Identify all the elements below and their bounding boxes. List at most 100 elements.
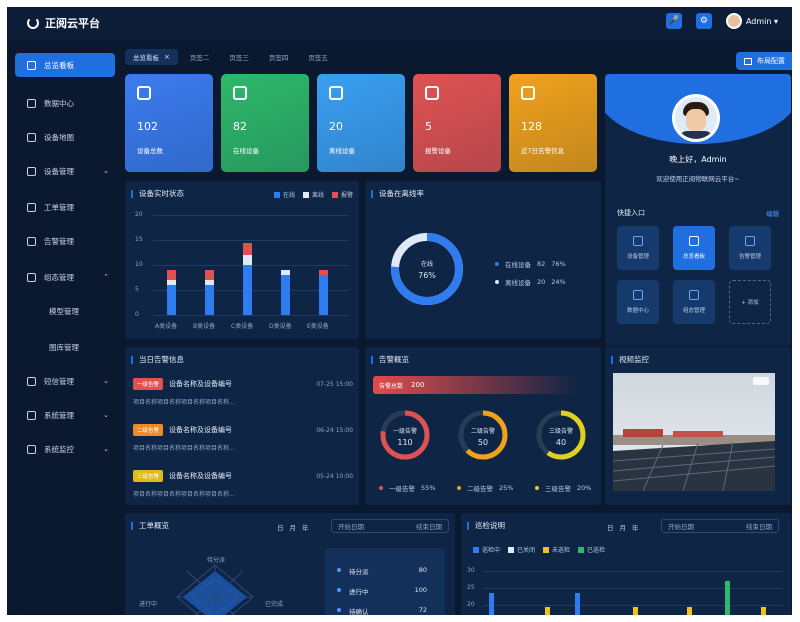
stat-row-label: 待分派 — [349, 568, 369, 576]
stat-value: 102 — [137, 120, 158, 133]
welcome-subtitle: 欢迎使用正阅物联网云平台~ — [656, 175, 740, 183]
stat-row-value: 80 — [418, 566, 427, 574]
stat-row-value: 100 — [414, 586, 427, 594]
alarm-ring — [380, 410, 430, 460]
legend-swatch — [331, 191, 338, 198]
bar-segment — [205, 280, 214, 285]
inspect-panel: 巡检说明 日月年 开始日期 结束日期 巡检中 已关闭 未巡检 已巡检 30 25 20 — [461, 513, 791, 615]
workorder-stat-row: 进行中 100 — [337, 586, 433, 596]
stat-label: 设备总数 — [137, 147, 163, 155]
quick-tile-2[interactable]: 告警管理 — [729, 226, 771, 270]
sidebar-item-icon — [27, 166, 36, 176]
camera-icon — [753, 377, 769, 385]
range-1[interactable]: 月 — [619, 524, 627, 532]
tab-1[interactable]: 页签二 — [182, 49, 218, 65]
sidebar-item-9[interactable]: 短信管理 ⌄ — [15, 369, 115, 393]
inspect-date-range[interactable]: 开始日期 结束日期 — [661, 519, 779, 533]
range-2[interactable]: 年 — [302, 524, 309, 532]
workorder-stat-row: 待分派 80 — [337, 566, 433, 576]
today-alarms-title: 当日告警信息 — [131, 356, 184, 364]
radar-label-progress: 进行中 — [139, 601, 158, 608]
sidebar-item-1[interactable]: 数据中心 — [15, 91, 115, 115]
inspect-bar — [761, 607, 766, 615]
user-menu[interactable]: Admin ▾ — [745, 16, 778, 26]
tab-3[interactable]: 页签四 — [261, 49, 297, 65]
microphone-icon[interactable]: 🎤 — [665, 13, 682, 29]
alarm-badge: 一级告警 — [133, 378, 164, 390]
quick-entry-edit[interactable]: 编辑 — [766, 210, 779, 218]
close-icon[interactable]: × — [164, 53, 170, 61]
inspect-bar — [687, 607, 692, 615]
row-label: 离线设备 — [505, 279, 531, 287]
stat-icon — [521, 86, 535, 100]
online-rate-row: 在线设备 82 76% — [495, 259, 572, 269]
tab-0[interactable]: 总览看板 × — [125, 49, 178, 65]
bar-segment — [167, 280, 176, 285]
sidebar-item-8[interactable]: 图库管理 — [15, 335, 115, 359]
alarm-row[interactable]: 二级告警 设备名称及设备编号 06-24 15:00 项目名称项目名称项目名称项目名称… — [133, 424, 353, 452]
stat-card-4[interactable]: 128 近7日告警信息 — [509, 74, 597, 172]
sidebar-item-0[interactable]: 总览看板 — [15, 53, 115, 77]
quick-tile-5[interactable]: + 添加 — [729, 280, 771, 324]
inspect-end-date[interactable]: 结束日期 — [746, 523, 772, 531]
sidebar-item-7[interactable]: 模型管理 — [15, 299, 115, 323]
ring-label: 一级告警 — [392, 428, 417, 435]
stat-dot — [337, 588, 341, 592]
video-feed[interactable] — [613, 373, 775, 491]
x-tick: E类设备 — [307, 323, 329, 330]
stat-label: 离线设备 — [329, 147, 355, 155]
stat-card-1[interactable]: 82 在线设备 — [221, 74, 309, 172]
y-tick: 15 — [135, 236, 143, 243]
logo[interactable]: 正阅云平台 — [27, 15, 100, 31]
grid-line — [153, 240, 349, 241]
ring-legend-pct: 55% — [421, 484, 436, 492]
ring-legend-label: 二级告警 — [467, 485, 493, 493]
inspect-title: 巡检说明 — [467, 522, 505, 530]
range-0[interactable]: 日 — [607, 524, 614, 532]
alarm-row[interactable]: 一级告警 设备名称及设备编号 07-25 15:00 项目名称项目名称项目名称项目名称… — [133, 378, 353, 406]
sidebar-item-4[interactable]: 工单管理 — [15, 195, 115, 219]
sidebar-item-label: 数据中心 — [44, 98, 74, 108]
y-tick: 5 — [135, 286, 139, 293]
alarm-row[interactable]: 三级告警 设备名称及设备编号 05-24 10:00 项目名称项目名称项目名称项目名称… — [133, 470, 353, 498]
range-0[interactable]: 日 — [277, 524, 284, 532]
row-pct: 24% — [551, 278, 566, 286]
sidebar-item-11[interactable]: 系统监控 ⌄ — [15, 437, 115, 461]
stat-value: 128 — [521, 120, 542, 133]
chevron-icon: ⌄ — [103, 377, 109, 385]
sidebar-item-10[interactable]: 系统管理 ⌄ — [15, 403, 115, 427]
bar-segment — [243, 255, 252, 265]
ring-value: 40 — [555, 438, 567, 447]
quick-tile-3[interactable]: 数据中心 — [617, 280, 659, 324]
quick-tile-1[interactable]: 总览看板 — [673, 226, 715, 270]
workorder-radar — [176, 564, 254, 615]
tab-label: 总览看板 — [133, 54, 159, 62]
range-1[interactable]: 月 — [289, 524, 297, 532]
stat-card-0[interactable]: 102 设备总数 — [125, 74, 213, 172]
sidebar-item-6[interactable]: 组态管理 ⌃ — [15, 265, 115, 289]
bar-segment — [281, 275, 290, 315]
inspect-start-date[interactable]: 开始日期 — [668, 523, 694, 531]
workorder-date-range[interactable]: 开始日期 结束日期 — [331, 519, 449, 533]
sidebar-item-2[interactable]: 设备地图 — [15, 125, 115, 149]
sidebar-item-3[interactable]: 设备管理 ⌄ — [15, 159, 115, 183]
tab-label: 页签四 — [268, 54, 289, 62]
tab-4[interactable]: 页签五 — [300, 49, 336, 65]
layout-config-button[interactable]: 布局配置 — [736, 52, 792, 70]
bar-segment — [243, 242, 252, 255]
sidebar-item-5[interactable]: 告警管理 — [15, 229, 115, 253]
tab-2[interactable]: 页签三 — [221, 49, 257, 65]
tab-label: 页签五 — [308, 54, 328, 62]
ring-value: 50 — [477, 438, 489, 447]
quick-tile-4[interactable]: 组态管理 — [673, 280, 715, 324]
settings-icon[interactable]: ⚙ — [695, 13, 712, 29]
stat-card-3[interactable]: 5 报警设备 — [413, 74, 501, 172]
workorder-start-date[interactable]: 开始日期 — [338, 523, 364, 531]
avatar[interactable] — [725, 13, 742, 29]
sidebar-item-label: 短信管理 — [44, 376, 74, 386]
stat-card-2[interactable]: 20 离线设备 — [317, 74, 405, 172]
quick-tile-0[interactable]: 设备管理 — [617, 226, 659, 270]
legend-label: 已关闭 — [517, 547, 536, 554]
range-2[interactable]: 年 — [632, 524, 639, 532]
workorder-end-date[interactable]: 结束日期 — [416, 523, 442, 531]
